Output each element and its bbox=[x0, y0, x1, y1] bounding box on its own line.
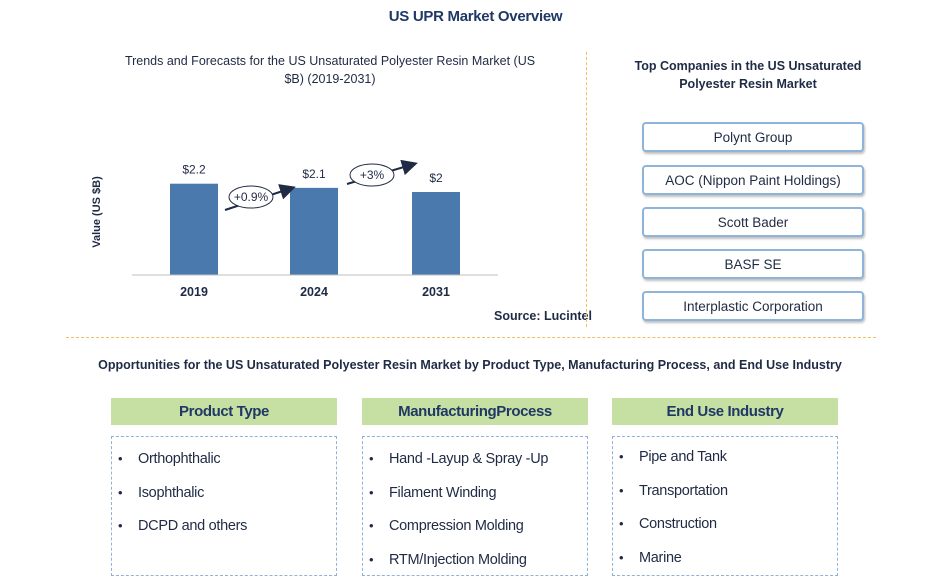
list-item: •Marine bbox=[613, 550, 837, 584]
growth-label-1: +0.9% bbox=[234, 190, 269, 204]
x-tick-label-2031: 2031 bbox=[422, 285, 450, 299]
vertical-divider bbox=[586, 52, 587, 327]
column-heading-product-type: Product Type bbox=[111, 398, 337, 425]
company-box: BASF SE bbox=[642, 249, 864, 279]
x-tick-label-2024: 2024 bbox=[300, 285, 328, 299]
companies-title: Top Companies in the US Unsaturated Poly… bbox=[620, 57, 876, 93]
company-box: Scott Bader bbox=[642, 207, 864, 237]
list-item: •Orthophthalic bbox=[112, 451, 336, 485]
opportunities-title: Opportunities for the US Unsaturated Pol… bbox=[60, 358, 880, 372]
page-title: US UPR Market Overview bbox=[0, 8, 951, 25]
list-item: •RTM/Injection Molding bbox=[363, 552, 587, 585]
growth-annotation-2: +3% bbox=[347, 164, 414, 186]
chart-title: Trends and Forecasts for the US Unsatura… bbox=[120, 52, 540, 88]
data-label-2019: $2.2 bbox=[182, 163, 206, 177]
list-item: •Compression Molding bbox=[363, 518, 587, 552]
list-item: •Filament Winding bbox=[363, 485, 587, 519]
growth-annotation-1: +0.9% bbox=[225, 186, 292, 210]
bar-chart: Value (US $B) $2.2 2019 $2.1 2024 $2 2031 +0.… bbox=[80, 130, 580, 310]
list-item: •Hand -Layup & Spray -Up bbox=[363, 451, 587, 485]
source-note: Source: Lucintel bbox=[494, 309, 592, 323]
data-label-2031: $2 bbox=[429, 171, 443, 185]
company-box: AOC (Nippon Paint Holdings) bbox=[642, 165, 864, 195]
list-item: •Transportation bbox=[613, 483, 837, 517]
list-item: •Isophthalic bbox=[112, 485, 336, 519]
company-box: Polynt Group bbox=[642, 122, 864, 152]
company-box: Interplastic Corporation bbox=[642, 291, 864, 321]
column-list-end-use-industry: •Pipe and Tank •Transportation •Construc… bbox=[612, 436, 838, 576]
bar-2019 bbox=[170, 184, 218, 275]
list-item: •Construction bbox=[613, 516, 837, 550]
list-item: •Pipe and Tank bbox=[613, 449, 837, 483]
bar-2031 bbox=[412, 192, 460, 275]
y-axis-label: Value (US $B) bbox=[91, 176, 103, 248]
column-heading-end-use-industry: End Use Industry bbox=[612, 398, 838, 425]
column-list-product-type: •Orthophthalic •Isophthalic •DCPD and ot… bbox=[111, 436, 337, 576]
data-label-2024: $2.1 bbox=[302, 167, 326, 181]
growth-label-2: +3% bbox=[360, 168, 385, 182]
column-list-manufacturing-process: •Hand -Layup & Spray -Up •Filament Windi… bbox=[362, 436, 588, 576]
list-item: •DCPD and others bbox=[112, 518, 336, 552]
column-heading-manufacturing-process: ManufacturingProcess bbox=[362, 398, 588, 425]
bar-2024 bbox=[290, 188, 338, 275]
x-tick-label-2019: 2019 bbox=[180, 285, 208, 299]
horizontal-divider bbox=[66, 337, 876, 338]
